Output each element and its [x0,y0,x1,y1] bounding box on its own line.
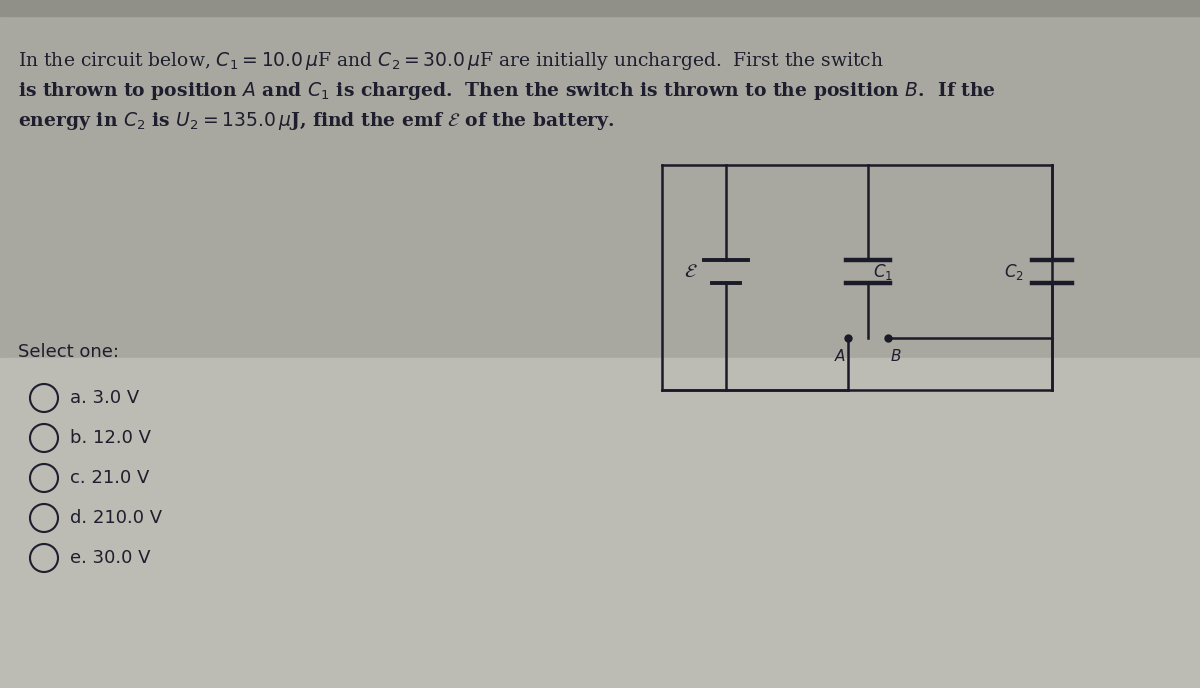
Text: Select one:: Select one: [18,343,119,361]
Bar [0,0,1200,358]
Text: $\mathcal{E}$: $\mathcal{E}$ [684,263,698,281]
Text: $C_1$: $C_1$ [874,261,893,281]
Text: d. 210.0 V: d. 210.0 V [70,509,162,527]
Text: $C_2$: $C_2$ [1004,261,1024,281]
Text: $A$: $A$ [834,348,846,364]
Text: b. 12.0 V: b. 12.0 V [70,429,151,447]
Text: c. 21.0 V: c. 21.0 V [70,469,149,487]
Text: $B$: $B$ [890,348,901,364]
Text: e. 30.0 V: e. 30.0 V [70,549,150,567]
Bar [0,0,1200,16]
Bar [0,358,1200,688]
Text: is thrown to position $A$ and $C_1$ is charged.  Then the switch is thrown to th: is thrown to position $A$ and $C_1$ is c… [18,80,996,102]
Text: energy in $C_2$ is $U_2 = 135.0\,\mu$J, find the emf $\mathcal{E}$ of the batter: energy in $C_2$ is $U_2 = 135.0\,\mu$J, … [18,110,614,132]
Text: a. 3.0 V: a. 3.0 V [70,389,139,407]
Text: In the circuit below, $C_1 = 10.0\,\mu$F and $C_2 = 30.0\,\mu$F are initially un: In the circuit below, $C_1 = 10.0\,\mu$F… [18,50,884,72]
